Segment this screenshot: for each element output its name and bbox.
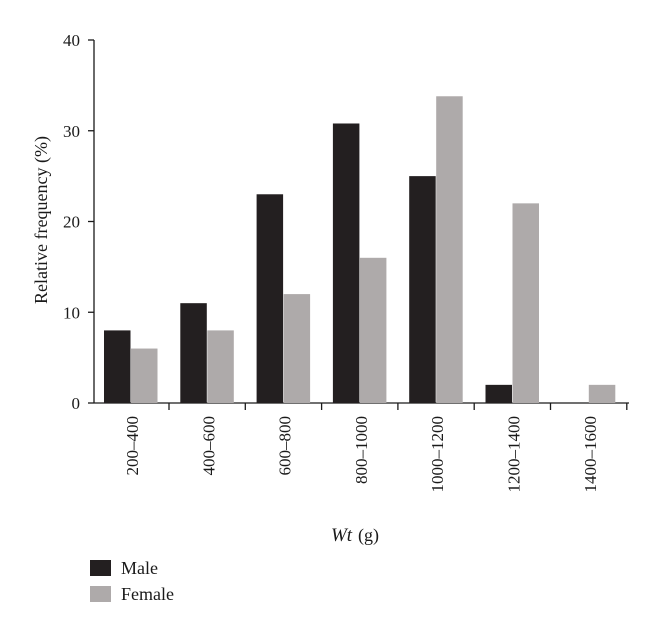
bar-male-2 (256, 194, 284, 403)
x-tick-label: 600–800 (276, 416, 295, 476)
bar-male-0 (104, 330, 131, 403)
x-axis-title-variable: Wt (331, 525, 353, 546)
x-tick-label: 1400–1600 (581, 416, 600, 493)
bar-female-6 (588, 384, 616, 403)
bar-female-0 (131, 348, 158, 403)
bar-female-3 (359, 257, 387, 403)
bar-male-1 (180, 303, 207, 403)
x-tick-label: 400–600 (199, 416, 218, 476)
bar-male-4 (409, 176, 436, 403)
bar-female-2 (283, 294, 311, 403)
legend-item-female: Female (90, 581, 174, 607)
y-tick-label: 10 (63, 303, 80, 322)
bar-female-4 (436, 96, 463, 403)
legend-label-female: Female (121, 583, 174, 604)
legend: Male Female (90, 555, 174, 607)
bars (104, 96, 616, 404)
x-tick-label: 800–1000 (352, 416, 371, 484)
legend-swatch-male (90, 560, 111, 576)
x-tick-label: 200–400 (123, 416, 142, 476)
bar-male-5 (485, 384, 512, 403)
bar-male-3 (332, 123, 360, 404)
y-tick-label: 20 (63, 213, 80, 232)
bar-female-1 (207, 330, 234, 403)
y-tick-label: 30 (63, 122, 80, 141)
tick-labels: 0 10 20 30 40 200–400 400–600 600–800 800–1000 10… (63, 31, 600, 493)
legend-label-male: Male (121, 557, 158, 578)
x-axis-title: Wt (g) (331, 525, 379, 546)
x-tick-label: 1000–1200 (428, 416, 447, 493)
y-axis-title: Relative frequency (%) (31, 136, 52, 304)
y-tick-label: 40 (63, 31, 80, 50)
legend-swatch-female (90, 586, 111, 602)
legend-item-male: Male (90, 555, 174, 581)
bar-female-5 (512, 203, 539, 403)
x-tick-label: 1200–1400 (505, 416, 524, 493)
y-tick-label: 0 (72, 394, 81, 413)
x-axis-title-unit: (g) (358, 525, 379, 546)
